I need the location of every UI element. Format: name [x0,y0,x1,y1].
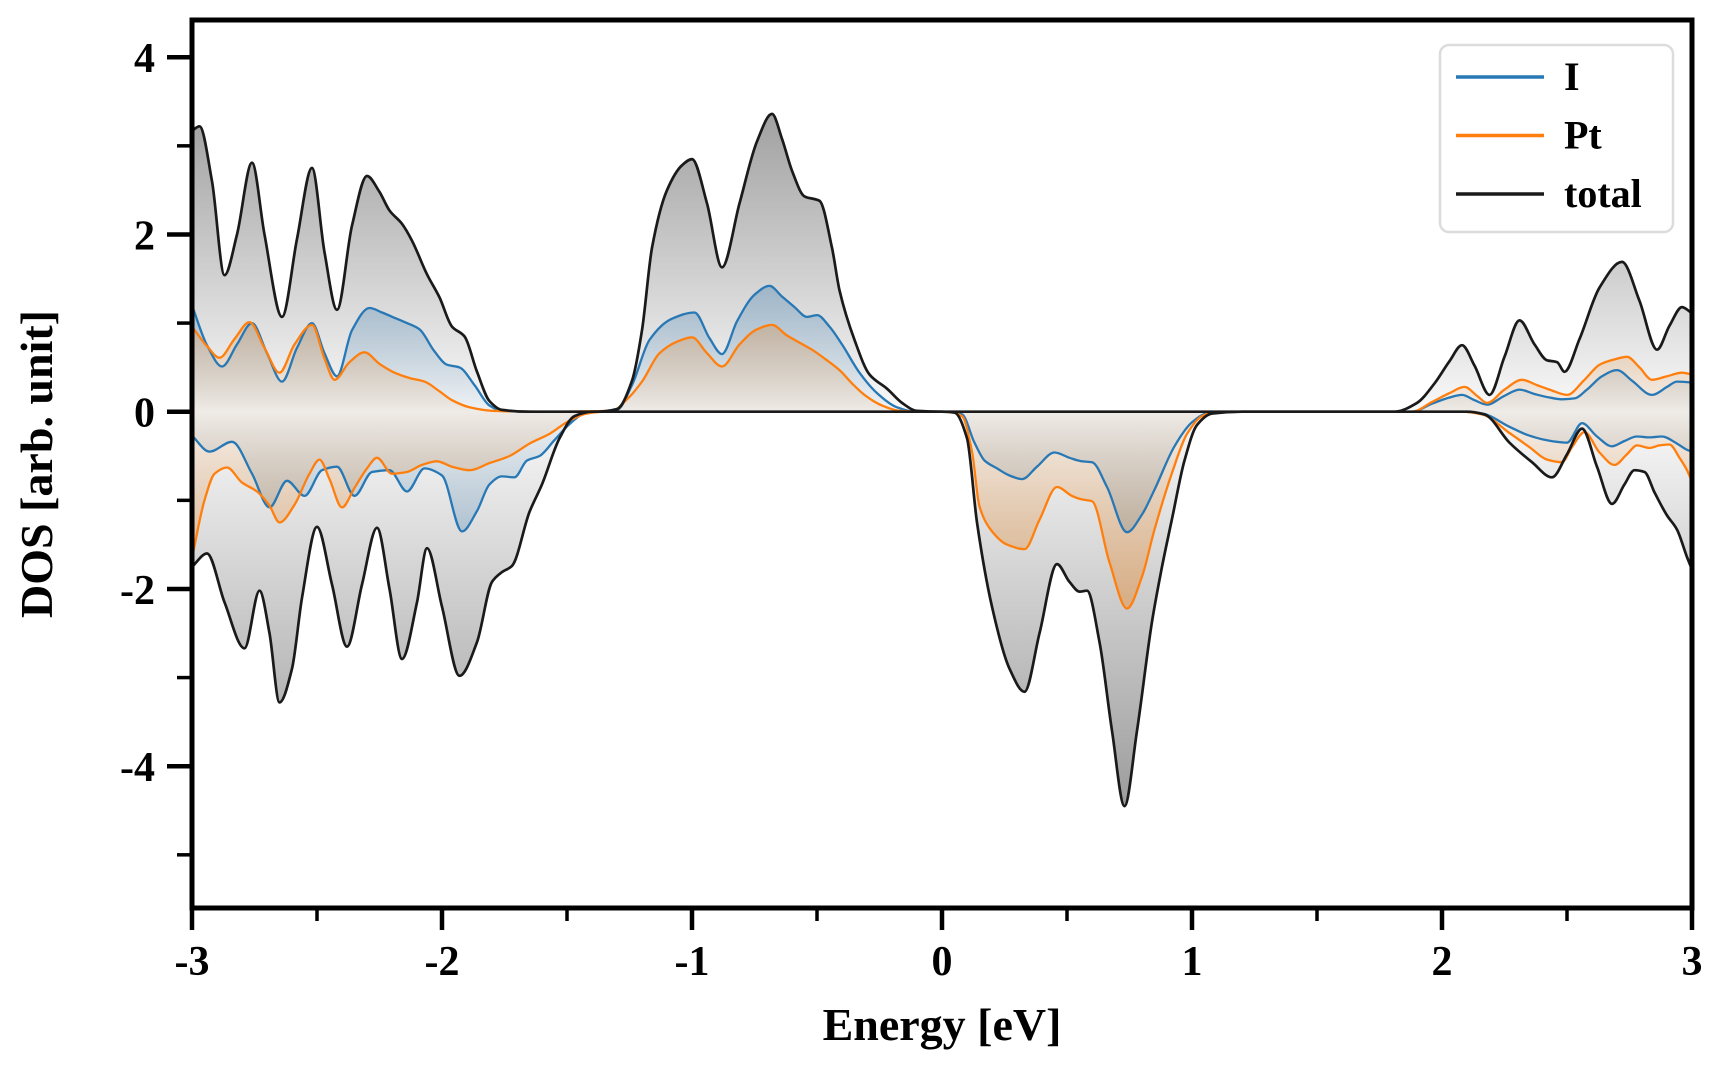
curve-I-up [192,284,1692,413]
x-tick-label: 0 [932,939,953,985]
y-axis-title: DOS [arb. unit] [11,310,62,618]
y-tick-label: -4 [120,745,155,791]
legend-label-total: total [1564,171,1642,216]
tick-labels: -3 -2 -1 0 1 2 3 -4 -2 0 2 4 [120,36,1703,985]
area-Pt-up [192,322,1692,412]
y-tick-label: -2 [120,568,155,614]
area-Pt-down [192,411,1692,609]
legend-label-Pt: Pt [1564,113,1602,158]
y-tick-label: 0 [134,391,155,437]
axis-ticks [167,54,1695,930]
y-tick-label: 4 [134,36,155,82]
area-fills [192,113,1692,807]
y-tick-label: 2 [134,213,155,259]
x-tick-label: -1 [675,939,710,985]
x-tick-label: 2 [1432,939,1453,985]
x-tick-label: -3 [175,939,210,985]
dos-curves [192,112,1692,808]
curve-Pt-up [192,321,1692,413]
legend-label-I: I [1564,54,1580,99]
x-axis-title: Energy [eV] [823,999,1062,1050]
x-tick-label: -2 [425,939,460,985]
curve-I-down [192,410,1692,534]
curve-total-up [192,112,1692,414]
legend-box [1438,43,1675,234]
x-tick-label: 1 [1182,939,1203,985]
legend: I Pt total [1438,43,1675,234]
x-tick-label: 3 [1682,939,1703,985]
curve-total-down [192,410,1692,808]
